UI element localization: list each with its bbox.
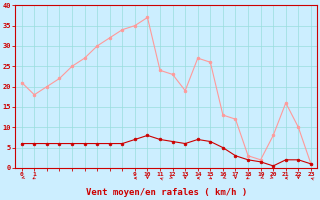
X-axis label: Vent moyen/en rafales ( km/h ): Vent moyen/en rafales ( km/h ) — [86, 188, 247, 197]
